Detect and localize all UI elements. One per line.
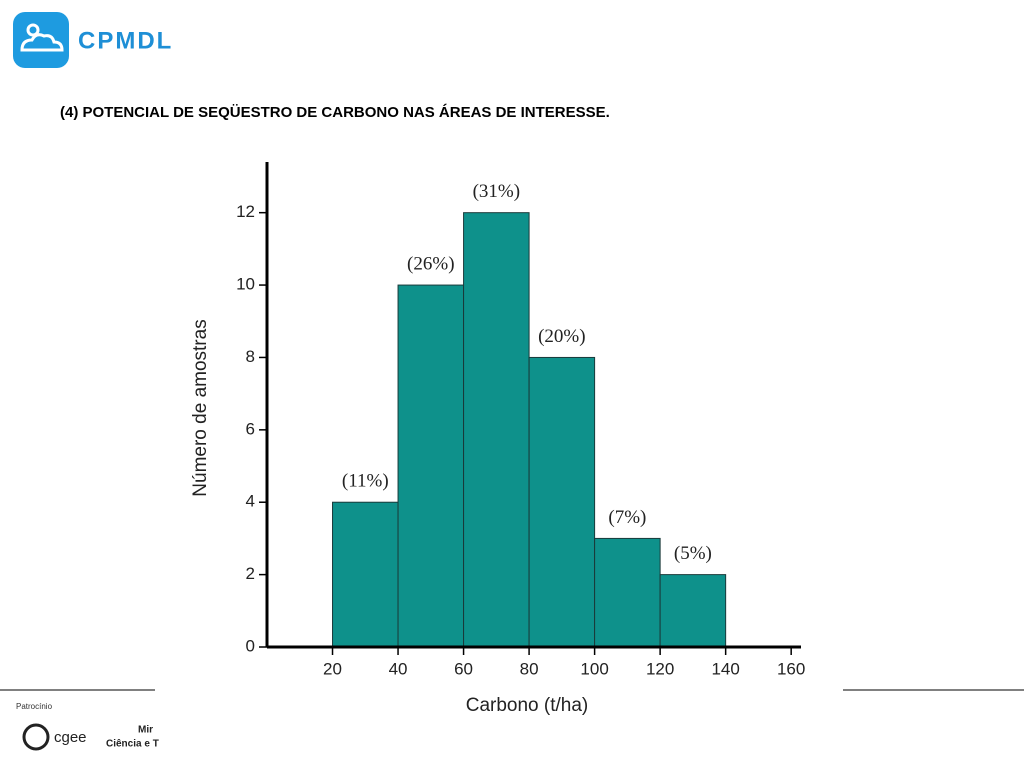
percentage-label: (11%) (342, 471, 389, 492)
logo-icon (13, 12, 69, 68)
bar (332, 501, 399, 648)
slide-title: (4) POTENCIAL DE SEQÜESTRO DE CARBONO NA… (60, 104, 610, 121)
x-tick-label: 40 (389, 659, 408, 678)
x-tick-label: 120 (646, 659, 674, 678)
percentage-label: (7%) (608, 507, 646, 528)
logo-cloud (20, 33, 64, 52)
y-tick-label: 6 (246, 419, 255, 438)
y-tick-label: 12 (236, 202, 255, 221)
bar (528, 356, 596, 648)
y-tick-label: 10 (236, 275, 255, 294)
cgee-logo (22, 723, 50, 751)
percentage-label: (31%) (473, 181, 520, 202)
sponsor-label: Patrocínio (16, 702, 53, 711)
percentage-label: (20%) (538, 326, 585, 347)
logo-text: CPMDL (78, 27, 173, 54)
y-tick-label: 0 (246, 636, 255, 655)
y-tick-label: 8 (246, 347, 255, 366)
x-tick-label: 80 (520, 659, 539, 678)
ministry-text: Ciência e T (106, 739, 159, 750)
y-axis-label: Número de amostras (190, 319, 211, 496)
x-tick-label: 20 (323, 659, 342, 678)
y-tick-label: 4 (246, 492, 255, 511)
bar (659, 574, 727, 648)
x-axis-label: Carbono (t/ha) (466, 695, 589, 716)
logo-sun (26, 23, 40, 37)
bar (463, 212, 530, 648)
percentage-label: (26%) (407, 253, 454, 274)
cgee-text: cgee (54, 729, 87, 746)
x-tick-label: 60 (454, 659, 473, 678)
bar (397, 284, 465, 648)
ministry-text: Mir (138, 725, 153, 736)
y-tick-label: 2 (246, 564, 255, 583)
percentage-label: (5%) (674, 543, 712, 564)
x-tick-label: 140 (711, 659, 739, 678)
x-tick-label: 100 (580, 659, 608, 678)
bar (594, 537, 661, 648)
x-tick-label: 160 (777, 659, 805, 678)
